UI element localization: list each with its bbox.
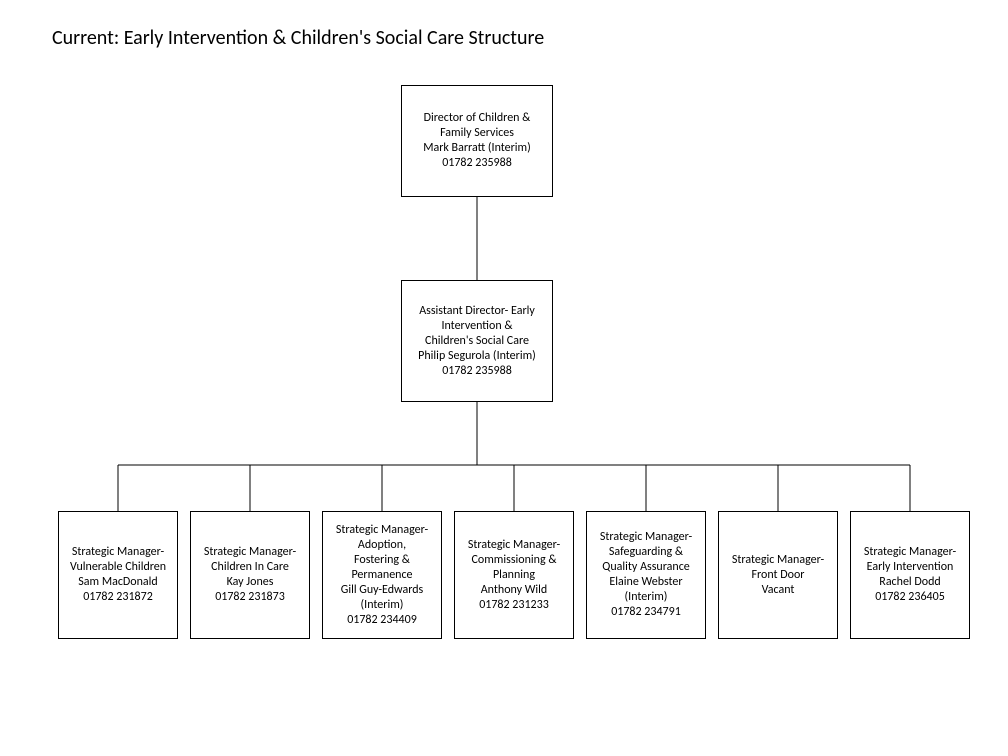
node-text-line: 01782 235988 <box>442 156 512 171</box>
node-text-line: Quality Assurance <box>602 560 689 575</box>
node-text-line: (Interim) <box>625 590 668 605</box>
node-text-line: Safeguarding & <box>609 545 683 560</box>
node-text-line: Assistant Director- Early <box>419 304 535 319</box>
node-sm-frontdoor: Strategic Manager-Front DoorVacant <box>718 511 838 639</box>
node-text-line: Director of Children & <box>424 111 531 126</box>
node-director: Director of Children &Family ServicesMar… <box>401 85 553 197</box>
node-text-line: Intervention & <box>441 319 512 334</box>
node-text-line: 01782 234409 <box>347 613 417 628</box>
node-text-line: Anthony Wild <box>481 583 548 598</box>
node-text-line: Vulnerable Children <box>70 560 166 575</box>
node-text-line: 01782 235988 <box>442 364 512 379</box>
node-text-line: Elaine Webster <box>609 575 682 590</box>
node-text-line: Strategic Manager- <box>72 545 164 560</box>
node-text-line: (Interim) <box>361 598 404 613</box>
node-text-line: Early Intervention <box>867 560 954 575</box>
node-text-line: Strategic Manager- <box>336 523 428 538</box>
node-text-line: Commissioning & <box>471 553 556 568</box>
node-text-line: Vacant <box>762 583 795 598</box>
node-text-line: Strategic Manager- <box>732 553 824 568</box>
node-text-line: 01782 236405 <box>875 590 945 605</box>
node-text-line: Rachel Dodd <box>879 575 940 590</box>
node-sm-vulnerable: Strategic Manager-Vulnerable ChildrenSam… <box>58 511 178 639</box>
node-sm-earlyintervention: Strategic Manager-Early InterventionRach… <box>850 511 970 639</box>
node-sm-safeguarding: Strategic Manager-Safeguarding &Quality … <box>586 511 706 639</box>
node-text-line: Front Door <box>752 568 805 583</box>
node-text-line: Strategic Manager- <box>600 530 692 545</box>
node-text-line: Mark Barratt (Interim) <box>423 141 531 156</box>
node-text-line: Children's Social Care <box>425 334 529 349</box>
node-text-line: Strategic Manager- <box>468 538 560 553</box>
node-assistant-director: Assistant Director- EarlyIntervention &C… <box>401 280 553 402</box>
node-text-line: Adoption, <box>358 538 406 553</box>
node-text-line: 01782 231873 <box>215 590 285 605</box>
node-text-line: Strategic Manager- <box>204 545 296 560</box>
node-sm-care: Strategic Manager-Children In CareKay Jo… <box>190 511 310 639</box>
node-text-line: Sam MacDonald <box>78 575 157 590</box>
node-text-line: Fostering & <box>354 553 410 568</box>
node-text-line: Gill Guy-Edwards <box>341 583 423 598</box>
node-text-line: 01782 231872 <box>83 590 153 605</box>
node-text-line: Planning <box>493 568 535 583</box>
node-sm-adoption: Strategic Manager-Adoption,Fostering &Pe… <box>322 511 442 639</box>
node-text-line: Philip Segurola (Interim) <box>418 349 536 364</box>
node-text-line: 01782 234791 <box>611 605 681 620</box>
node-text-line: Family Services <box>440 126 514 141</box>
node-sm-commissioning: Strategic Manager-Commissioning &Plannin… <box>454 511 574 639</box>
node-text-line: 01782 231233 <box>479 598 549 613</box>
node-text-line: Kay Jones <box>227 575 274 590</box>
node-text-line: Strategic Manager- <box>864 545 956 560</box>
node-text-line: Children In Care <box>211 560 289 575</box>
node-text-line: Permanence <box>351 568 412 583</box>
page-title: Current: Early Intervention & Children's… <box>52 26 544 50</box>
